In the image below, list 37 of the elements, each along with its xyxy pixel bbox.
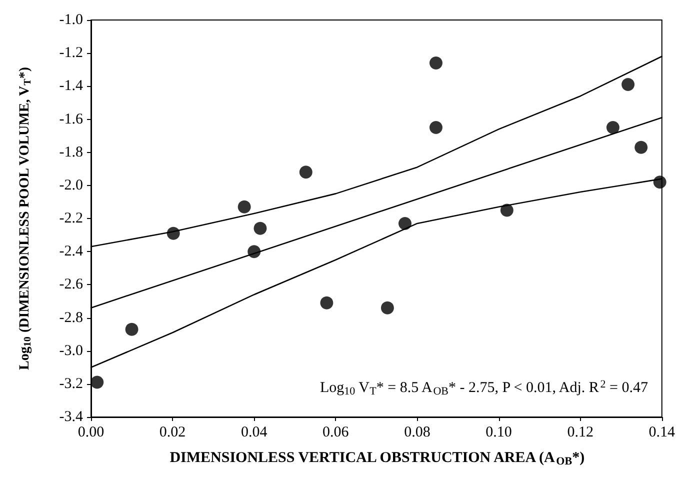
y-tick-label: -1.0 (59, 12, 83, 28)
point (429, 121, 442, 134)
y-tick-label: -3.2 (59, 376, 83, 392)
y-tick-label: -2.4 (59, 244, 84, 260)
x-tick-label: 0.04 (240, 424, 268, 440)
y-tick-label: -1.6 (59, 111, 84, 128)
y-tick-label: -2.0 (59, 177, 83, 194)
x-tick-label: 0.10 (486, 424, 512, 440)
y-tick-label: -3.4 (59, 409, 84, 425)
x-tick-label: 0.06 (322, 424, 350, 440)
point (238, 200, 251, 214)
point (429, 56, 442, 70)
y-tick-label: -1.8 (59, 144, 83, 160)
point (125, 322, 138, 336)
point (398, 216, 412, 230)
point (622, 78, 635, 92)
x-tick-label: 0.12 (567, 424, 594, 440)
point (634, 140, 648, 154)
x-tick-label: 0.00 (78, 424, 104, 440)
point (606, 121, 620, 134)
y-tick-label: -2.2 (59, 210, 83, 226)
point (299, 166, 312, 179)
y-tick-label: -1.2 (59, 45, 83, 62)
y-tick-label: -2.8 (59, 310, 83, 326)
y-axis-title: Log10 (DIMENSIONLESS POOL VOLUME, VT*) (18, 66, 34, 370)
point (90, 376, 104, 389)
y-tick-label: -1.4 (59, 78, 84, 94)
x-tick-label: 0.14 (648, 424, 676, 440)
point (500, 204, 514, 217)
x-tick-label: 0.08 (404, 424, 430, 440)
point (653, 176, 666, 189)
x-tick-label: 0.02 (159, 424, 186, 440)
point (380, 301, 394, 314)
y-tick-label: -2.6 (59, 276, 84, 293)
y-tick-label: -3.0 (59, 342, 83, 359)
point (320, 296, 334, 310)
point (254, 222, 267, 235)
